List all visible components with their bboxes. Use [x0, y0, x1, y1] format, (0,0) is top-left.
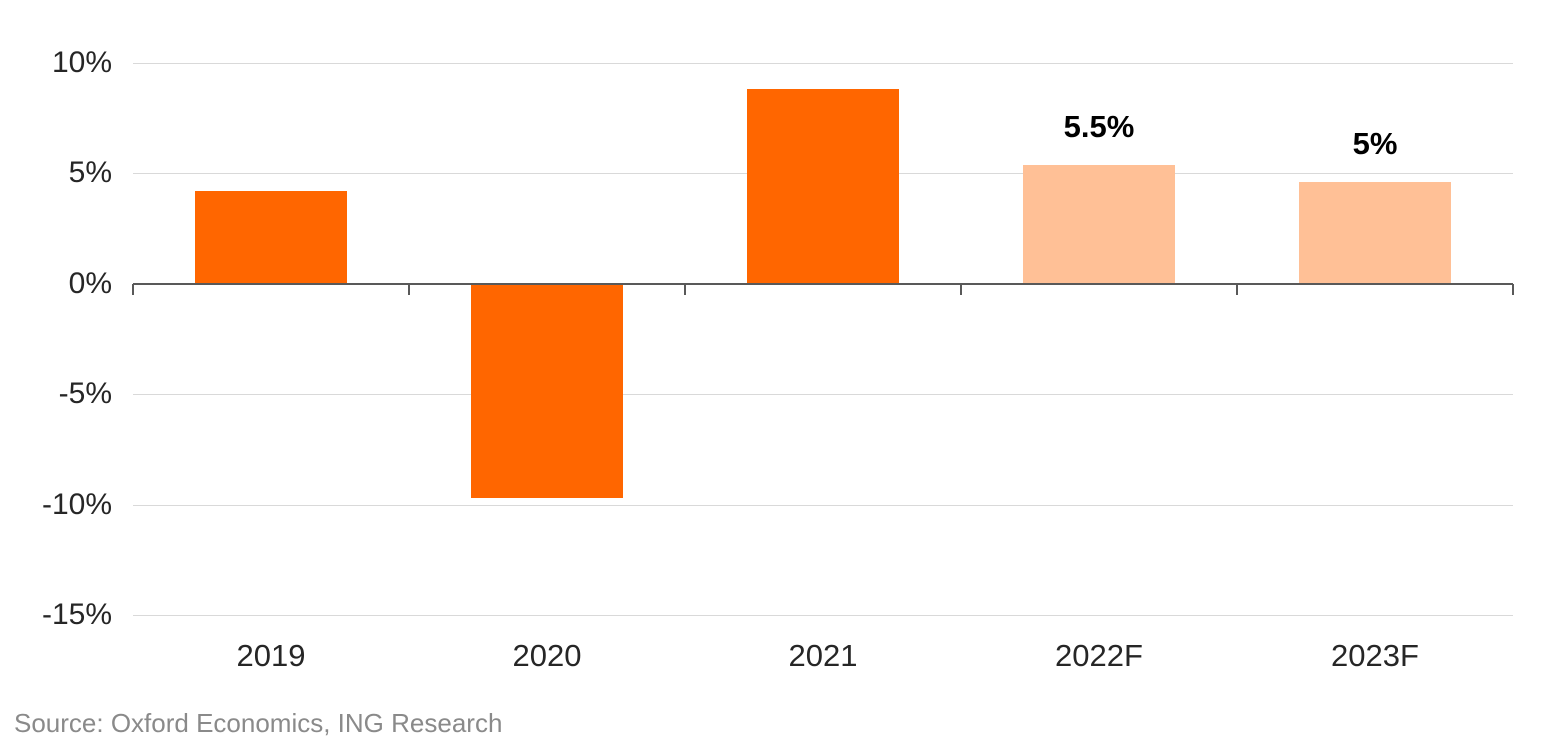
y-axis-tick-label: 0% [68, 267, 112, 300]
bar-2021 [747, 89, 899, 283]
x-axis-tick [1236, 284, 1238, 295]
x-axis-label-2021: 2021 [788, 638, 858, 673]
x-axis-tick [960, 284, 962, 295]
x-axis-label-2019: 2019 [236, 638, 306, 673]
x-axis-tick [1512, 284, 1514, 295]
x-axis-tick [408, 284, 410, 295]
x-axis-label-2022F: 2022F [1055, 638, 1143, 673]
data-label-2022F: 5.5% [1063, 109, 1135, 144]
x-axis-label-2020: 2020 [512, 638, 582, 673]
x-axis-tick [684, 284, 686, 295]
x-axis-tick [132, 284, 134, 295]
data-label-2023F: 5% [1352, 126, 1398, 161]
gridline--15% [133, 615, 1513, 616]
bar-2020 [471, 284, 623, 498]
y-axis-tick-label: -15% [41, 598, 112, 631]
y-axis-tick-label: -10% [41, 488, 112, 521]
x-axis-label-2023F: 2023F [1331, 638, 1419, 673]
y-axis-tick-label: 10% [51, 46, 112, 79]
gridline-10% [133, 63, 1513, 64]
gridline--5% [133, 394, 1513, 395]
y-axis-tick-label: -5% [58, 377, 112, 410]
bar-2023F [1299, 182, 1451, 284]
y-axis-tick-label: 5% [68, 156, 112, 189]
x-axis-line [133, 283, 1513, 285]
bar-2019 [195, 191, 347, 284]
gridline--10% [133, 505, 1513, 506]
bar-2022F [1023, 165, 1175, 284]
source-note: Source: Oxford Economics, ING Research [14, 708, 503, 738]
